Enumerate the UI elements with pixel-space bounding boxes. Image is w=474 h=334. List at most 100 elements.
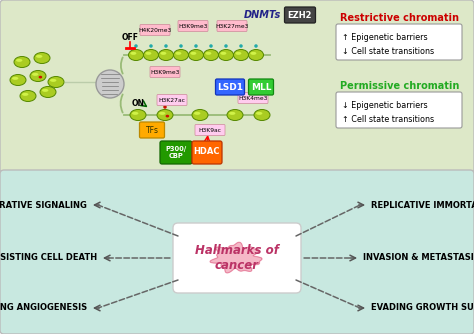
Ellipse shape	[132, 112, 138, 115]
Ellipse shape	[220, 52, 227, 55]
Ellipse shape	[194, 112, 201, 115]
Ellipse shape	[10, 74, 26, 86]
Ellipse shape	[130, 52, 137, 55]
Ellipse shape	[191, 52, 196, 55]
Ellipse shape	[130, 110, 146, 121]
Ellipse shape	[175, 52, 182, 55]
FancyBboxPatch shape	[160, 141, 192, 164]
Text: LSD1: LSD1	[217, 83, 243, 92]
Text: HDAC: HDAC	[194, 148, 220, 157]
FancyBboxPatch shape	[195, 125, 225, 136]
Ellipse shape	[205, 52, 211, 55]
Ellipse shape	[158, 49, 173, 60]
Ellipse shape	[134, 44, 138, 48]
Ellipse shape	[159, 112, 165, 115]
Text: EVADING GROWTH SUPPRESSORS: EVADING GROWTH SUPPRESSORS	[371, 304, 474, 313]
FancyBboxPatch shape	[238, 93, 268, 104]
Ellipse shape	[189, 49, 203, 60]
FancyBboxPatch shape	[336, 24, 462, 60]
Polygon shape	[210, 242, 262, 273]
Text: H3K4me3: H3K4me3	[238, 96, 268, 101]
Ellipse shape	[160, 52, 166, 55]
Ellipse shape	[146, 52, 151, 55]
Ellipse shape	[209, 44, 213, 48]
Ellipse shape	[227, 110, 243, 121]
Text: REPLICATIVE IMMORTALITY: REPLICATIVE IMMORTALITY	[371, 200, 474, 209]
Text: OFF: OFF	[121, 33, 138, 42]
FancyBboxPatch shape	[173, 223, 301, 293]
FancyBboxPatch shape	[140, 24, 170, 35]
FancyBboxPatch shape	[0, 0, 474, 173]
FancyBboxPatch shape	[139, 122, 164, 138]
Ellipse shape	[239, 44, 243, 48]
Text: H3K27me3: H3K27me3	[215, 24, 249, 29]
Ellipse shape	[163, 105, 167, 109]
FancyBboxPatch shape	[284, 7, 316, 23]
Ellipse shape	[128, 49, 144, 60]
Ellipse shape	[38, 76, 42, 78]
Ellipse shape	[173, 49, 189, 60]
Ellipse shape	[164, 44, 168, 48]
Text: H3K27ac: H3K27ac	[158, 98, 185, 103]
Text: INVASION & METASTASIS: INVASION & METASTASIS	[363, 254, 474, 263]
Text: ↑ Cell state transitions: ↑ Cell state transitions	[342, 115, 434, 124]
FancyBboxPatch shape	[0, 170, 474, 334]
Ellipse shape	[192, 110, 208, 121]
Text: EZH2: EZH2	[288, 11, 312, 20]
Text: INDUCING ANGIOGENESIS: INDUCING ANGIOGENESIS	[0, 304, 87, 313]
Text: ON: ON	[131, 99, 145, 108]
Ellipse shape	[250, 52, 256, 55]
Ellipse shape	[20, 91, 36, 102]
Ellipse shape	[34, 52, 50, 63]
Text: DNMTs: DNMTs	[243, 10, 281, 20]
Ellipse shape	[157, 110, 173, 121]
Ellipse shape	[149, 44, 153, 48]
Text: ↓ Epigenetic barriers: ↓ Epigenetic barriers	[342, 102, 428, 111]
Ellipse shape	[32, 73, 38, 76]
Ellipse shape	[16, 59, 22, 62]
Ellipse shape	[42, 89, 48, 92]
Ellipse shape	[256, 112, 263, 115]
Ellipse shape	[254, 110, 270, 121]
Text: ↓ Cell state transitions: ↓ Cell state transitions	[342, 46, 434, 55]
Ellipse shape	[144, 49, 158, 60]
Ellipse shape	[50, 79, 56, 82]
Ellipse shape	[234, 49, 248, 60]
Text: H3K9ac: H3K9ac	[199, 128, 221, 133]
FancyBboxPatch shape	[157, 95, 187, 106]
Ellipse shape	[194, 44, 198, 48]
Ellipse shape	[203, 49, 219, 60]
FancyBboxPatch shape	[150, 66, 180, 77]
Ellipse shape	[236, 52, 241, 55]
Text: RESISTING CELL DEATH: RESISTING CELL DEATH	[0, 254, 97, 263]
FancyBboxPatch shape	[217, 20, 247, 31]
Ellipse shape	[248, 49, 264, 60]
Text: H3K9me3: H3K9me3	[178, 24, 208, 29]
FancyBboxPatch shape	[248, 79, 273, 95]
Ellipse shape	[22, 93, 28, 96]
Text: Restrictive chromatin: Restrictive chromatin	[340, 13, 459, 23]
Ellipse shape	[219, 49, 234, 60]
Ellipse shape	[48, 76, 64, 88]
Ellipse shape	[30, 70, 46, 81]
FancyBboxPatch shape	[216, 79, 245, 95]
Text: H4K20me3: H4K20me3	[138, 28, 172, 33]
Ellipse shape	[224, 44, 228, 48]
Text: Hallmarks of
cancer: Hallmarks of cancer	[195, 244, 279, 272]
Ellipse shape	[36, 55, 42, 58]
Text: ↑ Epigenetic barriers: ↑ Epigenetic barriers	[342, 33, 428, 42]
Text: TFs: TFs	[146, 126, 158, 135]
Ellipse shape	[14, 56, 30, 67]
FancyBboxPatch shape	[336, 92, 462, 128]
Text: PROLIFERATIVE SIGNALING: PROLIFERATIVE SIGNALING	[0, 200, 87, 209]
Ellipse shape	[229, 112, 236, 115]
Ellipse shape	[40, 87, 56, 98]
Text: P300/
CBP: P300/ CBP	[165, 146, 187, 159]
Ellipse shape	[12, 77, 18, 80]
Ellipse shape	[96, 70, 124, 98]
FancyBboxPatch shape	[178, 20, 208, 31]
Text: MLL: MLL	[251, 83, 271, 92]
Ellipse shape	[165, 115, 169, 118]
Text: H3K9me3: H3K9me3	[150, 70, 180, 75]
Ellipse shape	[254, 44, 258, 48]
